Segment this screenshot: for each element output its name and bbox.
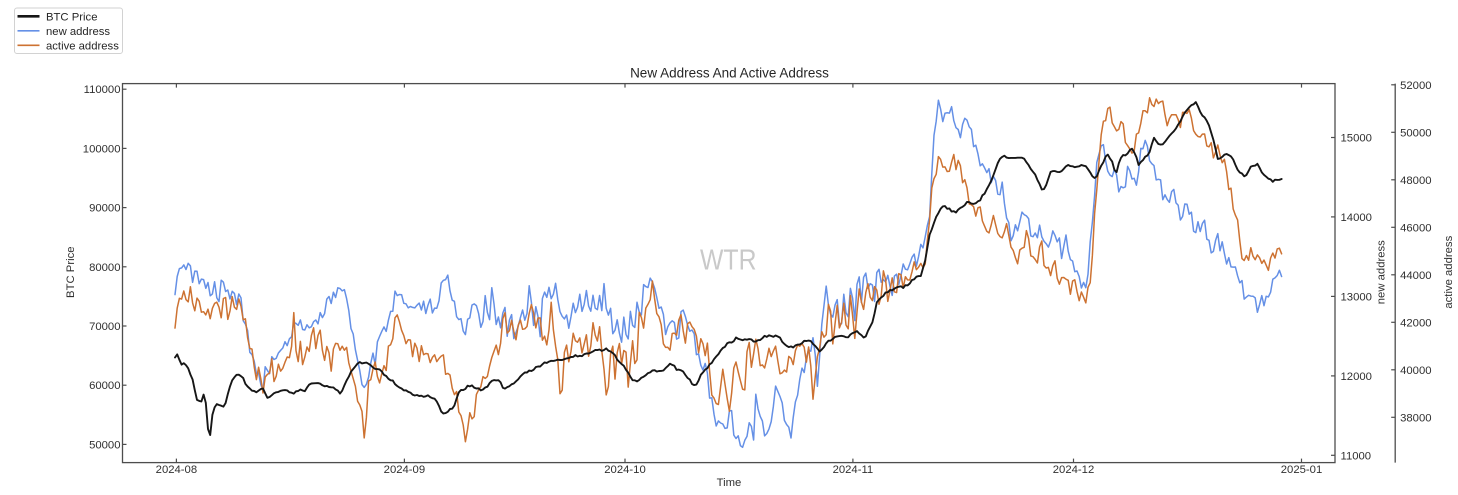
svg-text:44000: 44000 (1400, 270, 1431, 282)
svg-text:13000: 13000 (1341, 291, 1372, 303)
svg-text:new address: new address (1376, 240, 1388, 304)
svg-text:2025-01: 2025-01 (1281, 464, 1322, 476)
svg-text:40000: 40000 (1400, 365, 1431, 377)
svg-text:50000: 50000 (89, 439, 120, 451)
svg-text:WTR: WTR (700, 244, 757, 276)
svg-text:2024-09: 2024-09 (384, 464, 425, 476)
svg-text:100000: 100000 (83, 143, 121, 155)
svg-text:110000: 110000 (84, 84, 121, 96)
svg-text:60000: 60000 (89, 380, 120, 392)
svg-text:new address: new address (46, 26, 110, 38)
svg-text:70000: 70000 (89, 321, 120, 333)
svg-text:38000: 38000 (1400, 412, 1431, 424)
svg-text:active address: active address (46, 40, 119, 52)
svg-text:12000: 12000 (1341, 371, 1372, 383)
svg-text:Time: Time (717, 477, 742, 489)
svg-text:90000: 90000 (89, 203, 120, 215)
svg-text:42000: 42000 (1400, 317, 1431, 329)
svg-text:11000: 11000 (1341, 450, 1372, 462)
svg-text:50000: 50000 (1400, 127, 1431, 139)
svg-text:BTC Price: BTC Price (65, 246, 77, 297)
svg-text:BTC Price: BTC Price (46, 11, 97, 23)
svg-text:2024-11: 2024-11 (833, 464, 874, 476)
svg-text:active address: active address (1443, 235, 1455, 308)
svg-text:2024-12: 2024-12 (1053, 464, 1094, 476)
svg-text:46000: 46000 (1400, 222, 1431, 234)
svg-text:15000: 15000 (1341, 133, 1372, 145)
svg-text:2024-10: 2024-10 (604, 464, 645, 476)
svg-text:New Address And Active Address: New Address And Active Address (630, 66, 829, 81)
svg-text:80000: 80000 (89, 262, 120, 274)
svg-text:48000: 48000 (1400, 175, 1431, 187)
svg-text:52000: 52000 (1400, 80, 1431, 92)
svg-text:2024-08: 2024-08 (156, 464, 197, 476)
svg-text:14000: 14000 (1341, 212, 1372, 224)
